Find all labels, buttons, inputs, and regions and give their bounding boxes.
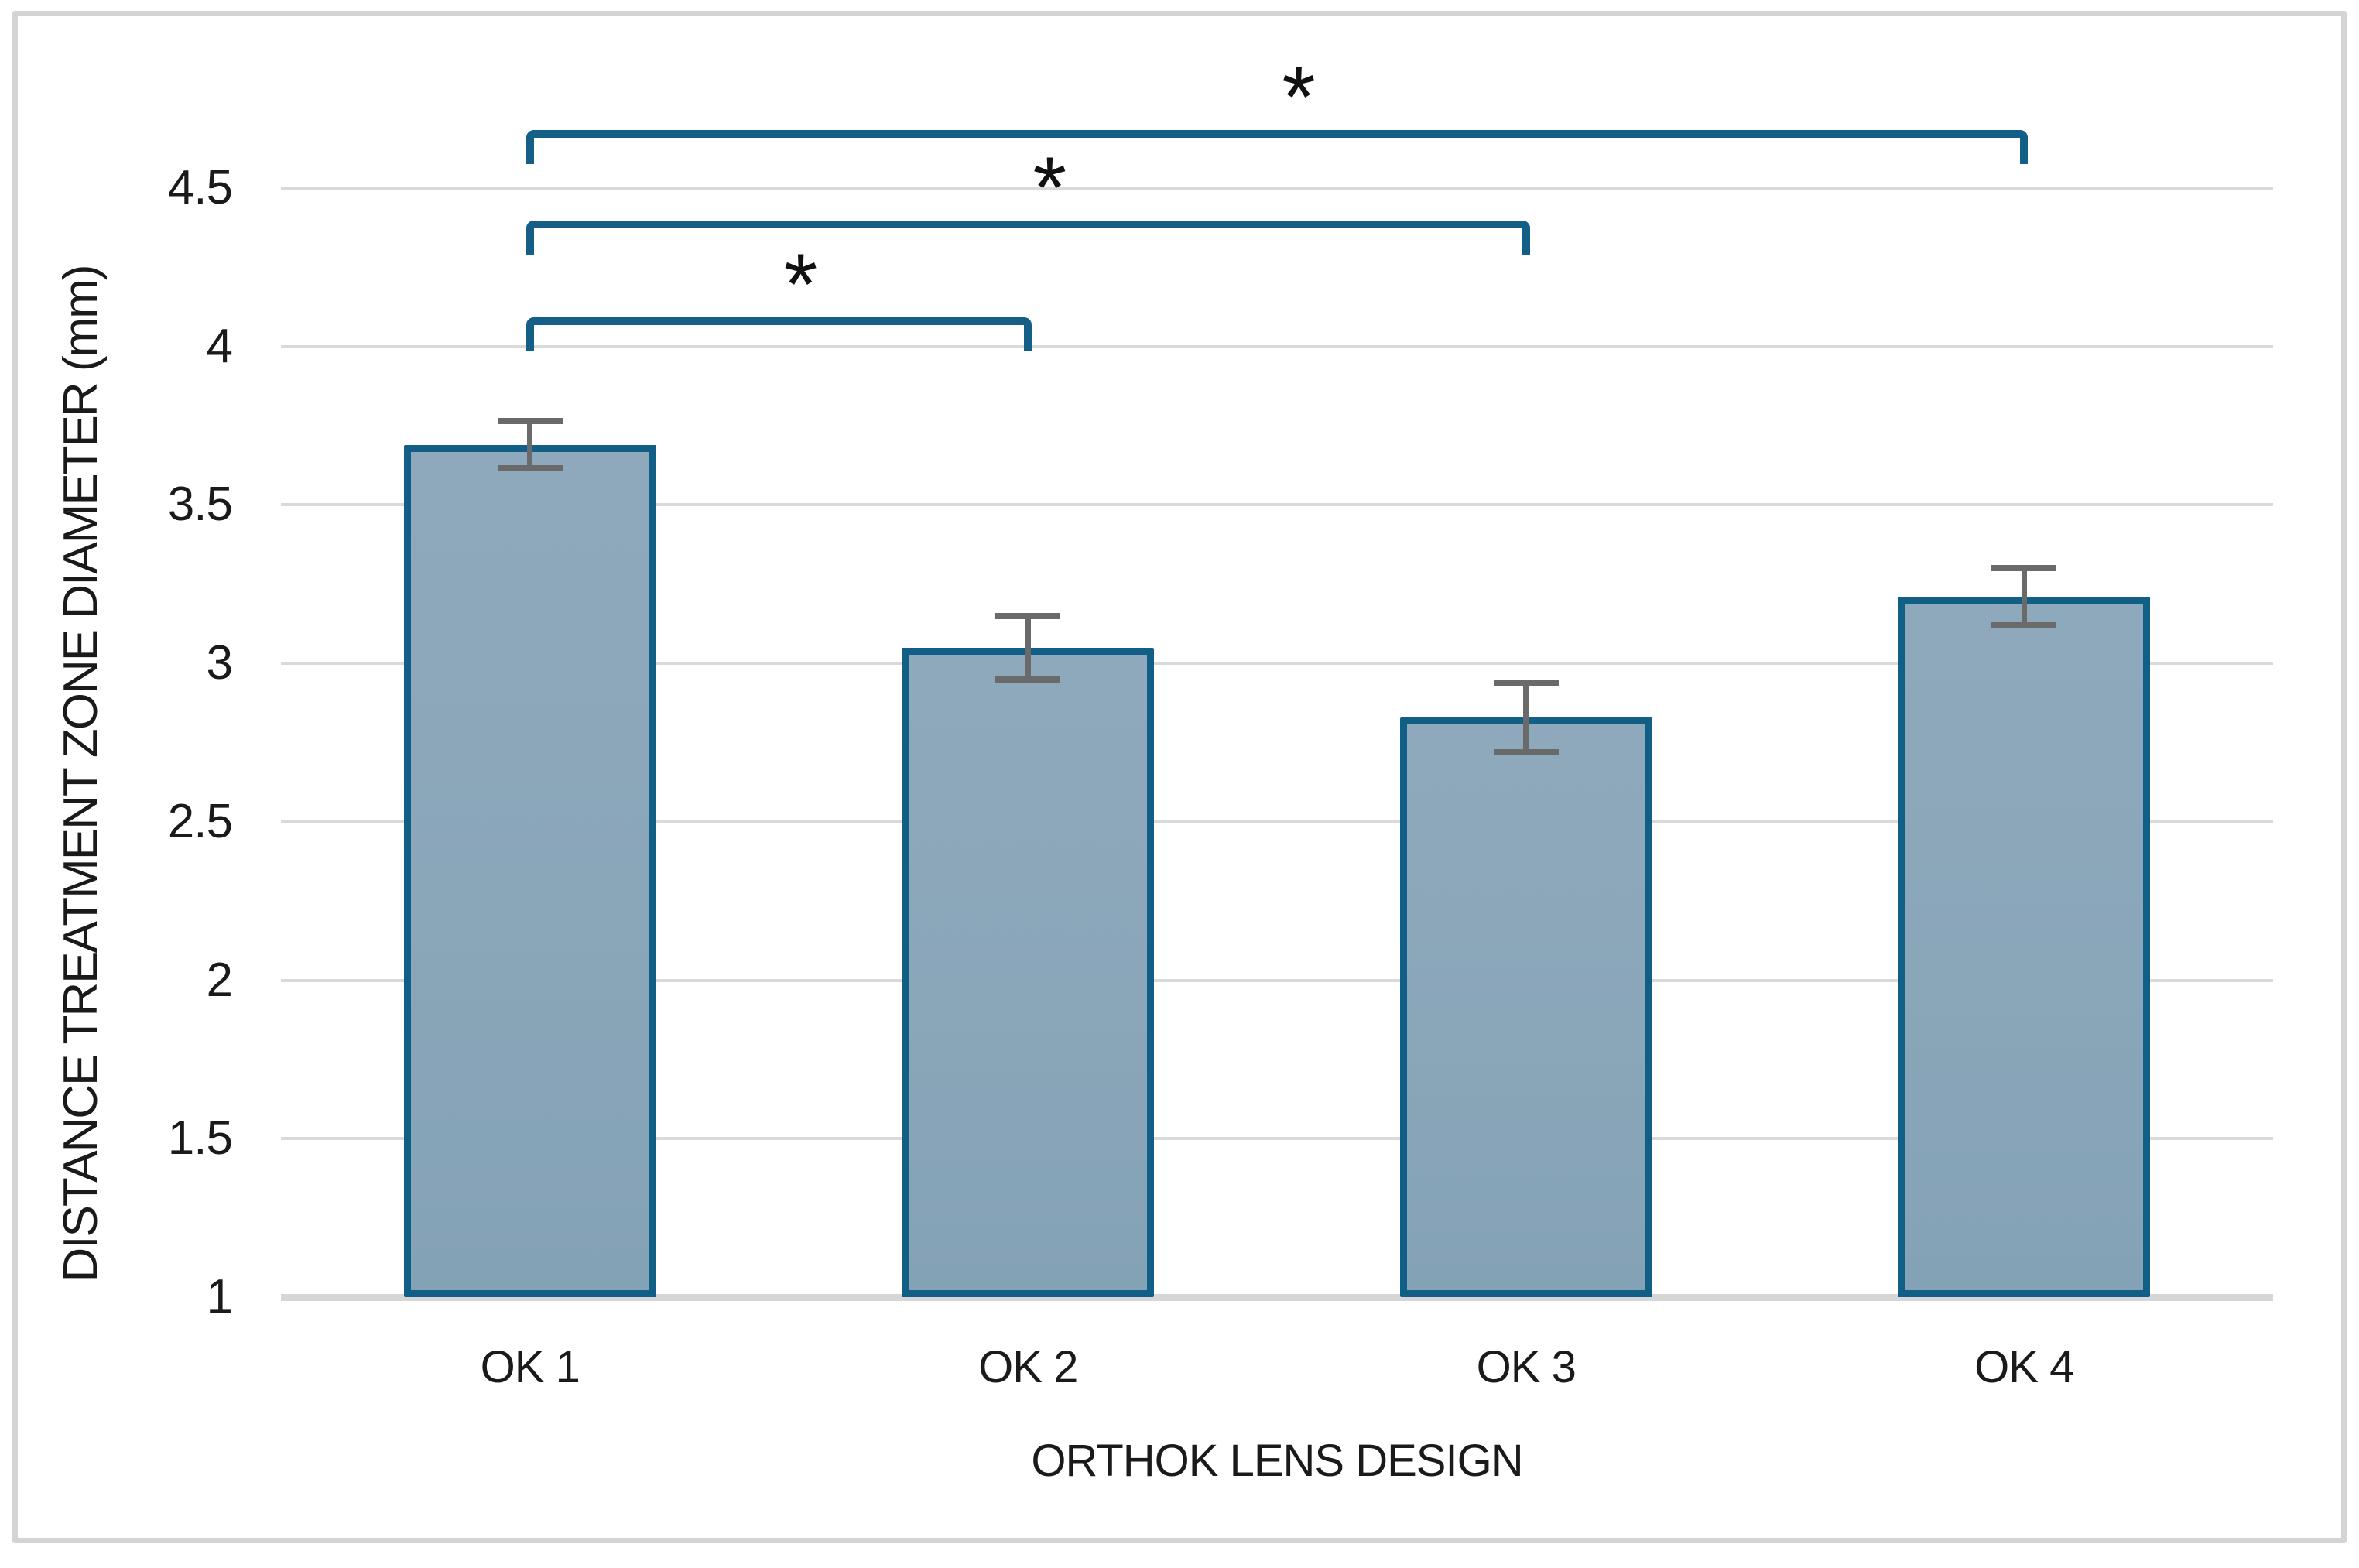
error-bar-cap-top	[1991, 565, 2057, 572]
error-bar-cap-bottom	[1493, 748, 1559, 755]
error-bar-cap-top	[1493, 679, 1559, 686]
y-tick-label: 2.5	[167, 794, 233, 848]
x-category-label: OK 2	[978, 1342, 1078, 1392]
y-tick-label: 3	[206, 636, 233, 690]
error-bar-cap-bottom	[1991, 622, 2057, 628]
y-tick-label: 2	[206, 953, 233, 1007]
significance-bracket	[526, 221, 1530, 255]
gridline	[281, 662, 2273, 666]
y-tick-label: 1.5	[167, 1111, 233, 1166]
significance-asterisk: *	[1282, 49, 1316, 146]
x-category-label: OK 3	[1476, 1342, 1577, 1392]
error-bar-whisker	[2021, 568, 2027, 625]
y-tick-label: 4.5	[167, 161, 233, 214]
x-category-label: OK 1	[480, 1342, 580, 1392]
bar	[1399, 717, 1652, 1297]
error-bar-cap-bottom	[497, 465, 563, 472]
bar	[902, 647, 1155, 1297]
gridline	[281, 820, 2273, 823]
error-bar-whisker	[527, 420, 533, 469]
error-bar-cap-bottom	[995, 676, 1061, 683]
y-tick-label: 3.5	[167, 478, 233, 532]
x-axis-title: ORTHOK LENS DESIGN	[1031, 1436, 1523, 1486]
error-bar-whisker	[1025, 615, 1031, 680]
bar	[1898, 597, 2151, 1297]
figure-border	[12, 11, 2347, 1543]
significance-asterisk: *	[783, 236, 818, 333]
error-bar-cap-top	[497, 417, 563, 424]
x-category-label: OK 4	[1974, 1342, 2074, 1392]
significance-bracket	[526, 130, 2029, 164]
bar	[403, 444, 656, 1297]
error-bar-whisker	[1523, 682, 1529, 752]
significance-asterisk: *	[1032, 139, 1067, 236]
gridline	[281, 1137, 2273, 1141]
gridline	[281, 978, 2273, 982]
significance-bracket	[526, 317, 1032, 351]
y-tick-label: 4	[206, 319, 233, 373]
gridline	[281, 344, 2273, 348]
gridline	[281, 503, 2273, 507]
y-tick-label: 1	[206, 1270, 233, 1323]
gridline	[281, 187, 2273, 190]
x-axis-line	[281, 1294, 2273, 1301]
error-bar-cap-top	[995, 612, 1061, 619]
y-axis-title: DISTANCE TREATMENT ZONE DIAMETER (mm)	[54, 265, 108, 1282]
